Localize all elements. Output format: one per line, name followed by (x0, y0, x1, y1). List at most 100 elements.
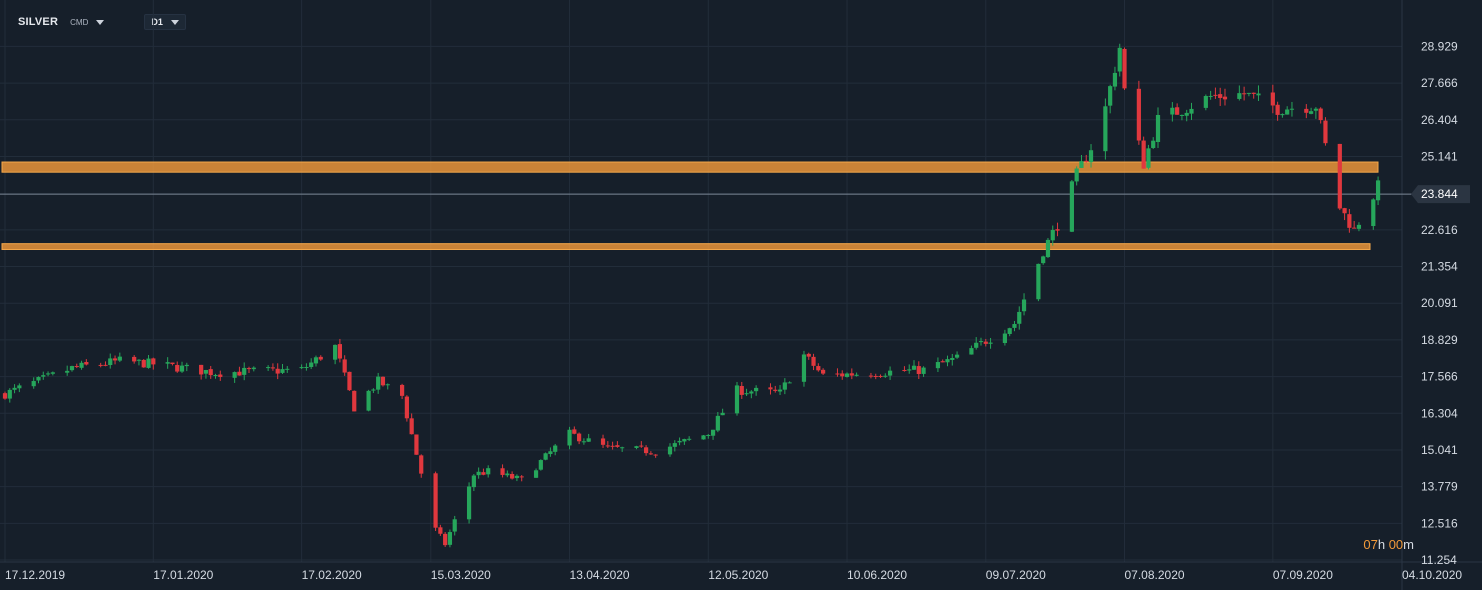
candle-body (1017, 311, 1022, 324)
candle-body (715, 415, 720, 431)
y-tick-label: 28.929 (1421, 39, 1458, 53)
candle-body (366, 390, 371, 411)
countdown-minutes-unit: m (1403, 537, 1414, 552)
candle-body (151, 358, 156, 365)
candle-body (1084, 160, 1089, 162)
candle-body (299, 367, 304, 369)
y-tick-label: 21.354 (1421, 260, 1458, 274)
candle-body (854, 374, 859, 376)
x-tick-label: 09.07.2020 (986, 568, 1046, 582)
candle-body (471, 475, 476, 488)
candle-body (873, 375, 878, 377)
candle-body (734, 385, 740, 414)
candle-body (887, 370, 893, 376)
candle-body (50, 372, 55, 374)
x-tick-label: 10.06.2020 (847, 568, 907, 582)
candle-body (701, 435, 706, 440)
candle-body (447, 532, 453, 545)
candle-body (916, 366, 921, 375)
candle-body (1146, 148, 1151, 168)
candle-body (371, 389, 376, 391)
candle-body (749, 391, 754, 394)
candle-body (1352, 227, 1357, 229)
candle-body (978, 341, 984, 343)
y-tick-label: 12.516 (1421, 516, 1458, 530)
y-tick-label: 25.141 (1421, 149, 1458, 163)
candle-body (1002, 333, 1008, 343)
candle-body (720, 412, 725, 416)
candle-body (615, 445, 620, 447)
candle-body (242, 367, 247, 375)
candle-body (1088, 150, 1094, 163)
x-tick-label: 17.12.2019 (5, 568, 65, 582)
candle-body (1179, 114, 1185, 116)
candle-body (1036, 263, 1041, 300)
candle-body (643, 447, 649, 454)
symbol-dropdown-caret-icon[interactable] (96, 19, 105, 25)
candle-body (285, 368, 290, 370)
candle-body (1222, 96, 1228, 100)
countdown-hours-unit: h (1377, 537, 1386, 552)
candle-body (1189, 108, 1194, 114)
candle-body (179, 365, 185, 372)
candle-body (1371, 199, 1376, 227)
candle-body (1203, 96, 1208, 108)
y-tick-label: 18.829 (1421, 333, 1458, 347)
candle-body (878, 375, 883, 377)
candle-body (1041, 256, 1046, 264)
candle-body (1074, 168, 1079, 182)
candle-body (577, 433, 582, 442)
candle-body (419, 455, 424, 474)
candle-body (1275, 104, 1280, 115)
candle-body (486, 468, 491, 475)
candle-body (514, 475, 520, 479)
candle-body (907, 369, 912, 371)
candle-body (911, 365, 917, 370)
candle-body (1108, 86, 1113, 106)
candle-body (586, 438, 591, 442)
candle-body (270, 367, 276, 369)
candle-body (352, 390, 357, 412)
candle-body (218, 374, 223, 377)
candle-body (132, 356, 137, 362)
candle-body (773, 389, 778, 391)
candle-body (313, 357, 319, 364)
candle-body (2, 393, 8, 399)
candle-body (988, 342, 993, 344)
timeframe-select[interactable]: D1 (144, 14, 186, 30)
candle-body (1136, 88, 1141, 141)
y-tick-label: 13.779 (1421, 480, 1458, 494)
candle-body (232, 372, 237, 378)
candle-body (835, 373, 840, 375)
y-tick-label: 20.091 (1421, 296, 1458, 310)
candle-body (600, 438, 606, 445)
candle-body (844, 373, 850, 377)
candle-body (1304, 108, 1309, 113)
candle-body (543, 453, 548, 460)
chevron-down-icon (170, 19, 179, 25)
candle-body (672, 443, 677, 447)
candle-body (983, 341, 988, 344)
candle-body (309, 362, 314, 367)
candle-body (170, 362, 175, 365)
candle-body (505, 473, 510, 476)
y-tick-label: 22.616 (1421, 223, 1458, 237)
candle-body (443, 533, 448, 546)
candle-body (117, 356, 122, 361)
candle-body (768, 387, 773, 390)
symbol-label[interactable]: SILVER (18, 16, 59, 28)
candle-body (954, 354, 960, 358)
candle-body (203, 369, 209, 374)
candle-body (266, 367, 271, 369)
candle-body (304, 366, 309, 368)
candle-body (98, 364, 103, 366)
candle-body (399, 384, 405, 396)
candle-body (1347, 214, 1352, 228)
candle-body (251, 367, 256, 370)
candle-body (667, 446, 673, 455)
candle-body (782, 382, 787, 390)
candle-body (572, 429, 577, 434)
candle-body (280, 369, 285, 373)
